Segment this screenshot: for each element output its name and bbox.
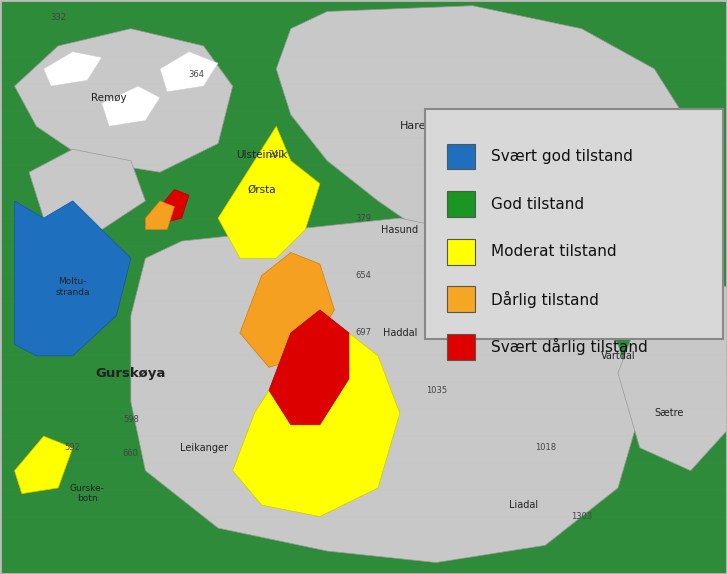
Text: 668: 668 — [537, 156, 553, 165]
Text: 332: 332 — [50, 13, 66, 22]
Text: Moderat tilstand: Moderat tilstand — [491, 244, 616, 259]
Text: Sætre: Sætre — [654, 408, 683, 418]
Text: Liadal: Liadal — [509, 500, 538, 510]
Text: 697: 697 — [356, 328, 371, 338]
Text: Hasund: Hasund — [381, 224, 419, 235]
Polygon shape — [160, 189, 189, 224]
Text: Ørsta: Ørsta — [247, 184, 276, 195]
Text: Dårlig tilstand: Dårlig tilstand — [491, 291, 598, 308]
Polygon shape — [240, 253, 334, 367]
Polygon shape — [145, 201, 174, 230]
Bar — [447, 286, 475, 312]
Text: 986: 986 — [624, 328, 640, 338]
Text: 364: 364 — [188, 70, 204, 79]
Text: Vartdal: Vartdal — [601, 351, 635, 361]
Text: Svært dårlig tilstand: Svært dårlig tilstand — [491, 339, 648, 355]
Text: 379: 379 — [356, 214, 371, 223]
Polygon shape — [44, 52, 102, 86]
Polygon shape — [160, 52, 218, 92]
Text: 839: 839 — [632, 254, 648, 263]
Text: Remøy: Remøy — [91, 92, 127, 103]
Polygon shape — [611, 276, 669, 327]
Polygon shape — [276, 6, 691, 258]
Bar — [447, 334, 475, 360]
Text: 240: 240 — [268, 150, 284, 160]
Polygon shape — [29, 149, 145, 230]
Text: 1035: 1035 — [425, 386, 447, 395]
Text: 1303: 1303 — [571, 512, 593, 521]
Polygon shape — [618, 276, 727, 471]
Text: 660: 660 — [123, 449, 139, 458]
Bar — [447, 239, 475, 265]
Bar — [447, 144, 475, 169]
Polygon shape — [15, 29, 233, 172]
Text: 592: 592 — [65, 443, 81, 452]
Polygon shape — [102, 86, 160, 126]
Bar — [447, 191, 475, 217]
Text: God tilstand: God tilstand — [491, 196, 584, 212]
FancyBboxPatch shape — [425, 109, 723, 339]
Text: Svært god tilstand: Svært god tilstand — [491, 149, 632, 164]
Text: Ulsteinvik: Ulsteinvik — [236, 150, 287, 160]
Text: 598: 598 — [123, 414, 139, 424]
Text: Moltu-
stranda: Moltu- stranda — [55, 277, 90, 297]
Polygon shape — [218, 126, 320, 258]
Text: Gurskøya: Gurskøya — [96, 367, 166, 379]
Polygon shape — [15, 201, 131, 356]
Text: 654: 654 — [356, 271, 371, 280]
Text: Leikanger: Leikanger — [180, 443, 228, 453]
Polygon shape — [131, 218, 640, 563]
Polygon shape — [15, 436, 73, 494]
Text: 1018: 1018 — [534, 443, 556, 452]
Polygon shape — [269, 310, 349, 425]
Text: Gurske-
botn: Gurske- botn — [70, 484, 105, 503]
Polygon shape — [233, 333, 400, 517]
Text: Haddal: Haddal — [382, 328, 417, 338]
Text: Hareidlandet: Hareidlandet — [400, 121, 473, 131]
